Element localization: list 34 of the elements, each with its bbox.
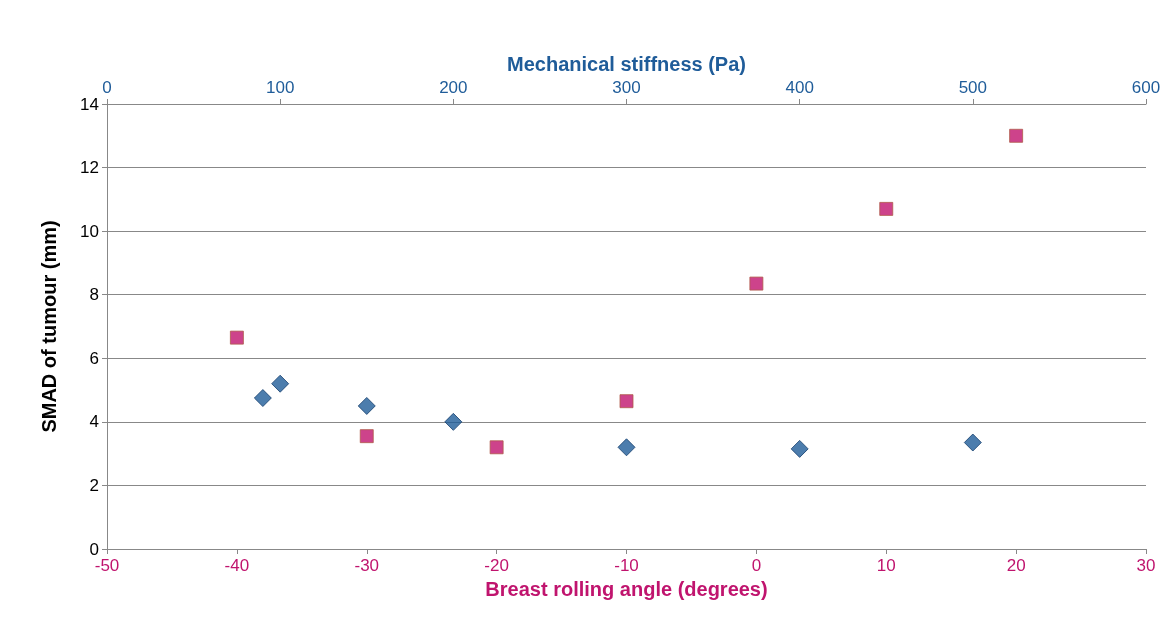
x-tick-label: -30 <box>354 556 380 575</box>
x-tick-label: 0 <box>751 556 762 575</box>
x2-tick-label: 0 <box>102 78 112 97</box>
y-tick-label: 6 <box>89 348 99 368</box>
x-tick-label: -10 <box>614 556 639 575</box>
x-tick-label: -50 <box>94 556 120 575</box>
y-tick-label: 0 <box>89 539 99 559</box>
point <box>619 394 634 409</box>
x2-tick-label: 300 <box>612 78 641 97</box>
x2-tick-label: 400 <box>785 78 814 97</box>
y-tick-label: 14 <box>80 94 99 114</box>
x-tick-label: 30 <box>1136 556 1156 575</box>
x-tick-label: 10 <box>876 556 896 575</box>
point <box>359 429 374 444</box>
x-tick-label: -20 <box>484 556 509 575</box>
point <box>879 201 894 216</box>
y-axis-title: SMAD of tumour (mm) <box>38 220 60 433</box>
x-tick-label: 20 <box>1006 556 1026 575</box>
x-axis-title: Breast rolling angle (degrees) <box>485 578 768 600</box>
point <box>1009 128 1024 143</box>
x2-axis-title: Mechanical stiffness (Pa) <box>507 53 746 75</box>
y-tick-label: 10 <box>80 221 99 241</box>
y-tick-label: 4 <box>89 412 99 432</box>
point <box>749 276 764 291</box>
x2-tick-label: 500 <box>958 78 988 97</box>
x2-tick-label: 100 <box>265 78 295 97</box>
y-tick-label: 12 <box>80 158 99 178</box>
y-tick-label: 8 <box>89 285 99 305</box>
y-tick-label: 2 <box>89 475 99 495</box>
x2-tick-label: 600 <box>1131 78 1161 97</box>
point <box>229 330 244 345</box>
x2-tick-label: 200 <box>439 78 468 97</box>
x-tick-label: -40 <box>224 556 250 575</box>
point <box>489 440 504 455</box>
